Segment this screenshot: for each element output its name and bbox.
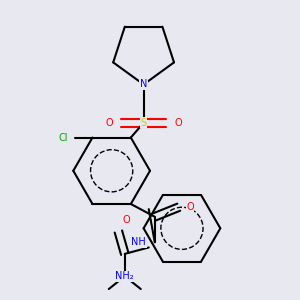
Text: S: S [140,118,147,128]
Text: NH₂: NH₂ [116,271,134,281]
Text: O: O [186,202,194,212]
Text: N: N [140,80,147,89]
Text: Cl: Cl [59,133,68,142]
Text: O: O [123,215,130,225]
Text: O: O [174,118,182,128]
Text: O: O [105,118,113,128]
Text: NH: NH [131,237,146,247]
